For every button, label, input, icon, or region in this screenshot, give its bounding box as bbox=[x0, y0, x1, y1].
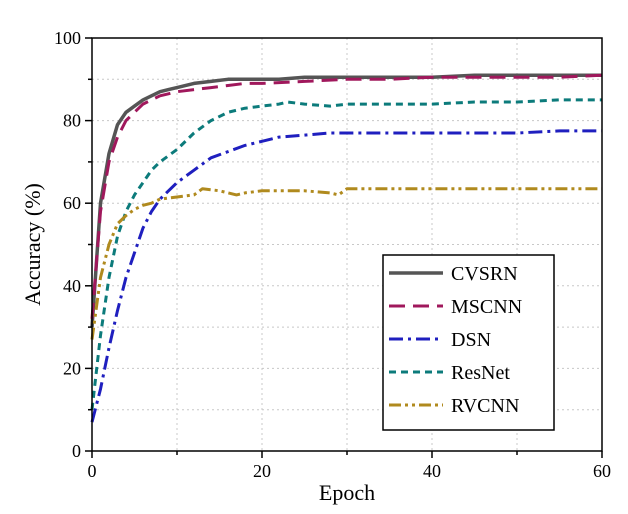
legend-label-resnet: ResNet bbox=[451, 362, 510, 384]
series-line-resnet bbox=[90, 98, 602, 410]
legend-label-cvsrn: CVSRN bbox=[451, 263, 518, 285]
x-tick-label: 0 bbox=[88, 461, 97, 481]
legend-label-mscnn: MSCNN bbox=[451, 296, 522, 318]
y-tick-label: 0 bbox=[72, 441, 81, 461]
legend-label-dsn: DSN bbox=[451, 329, 491, 351]
x-tick-label: 60 bbox=[593, 461, 611, 481]
legend-box bbox=[382, 254, 555, 431]
y-tick-label: 20 bbox=[63, 358, 81, 378]
axis-ticks: 0 20 40 60 0 20 40 60 80 100 bbox=[54, 28, 611, 481]
series-lines bbox=[90, 73, 603, 423]
x-tick-label: 20 bbox=[253, 461, 271, 481]
y-tick-label: 80 bbox=[63, 111, 81, 131]
y-axis-label: Accuracy (%) bbox=[20, 183, 45, 306]
legend: CVSRN MSCNN DSN ResNet RVCNN bbox=[382, 254, 555, 431]
y-tick-label: 40 bbox=[63, 276, 81, 296]
y-tick-label: 100 bbox=[54, 28, 81, 48]
legend-label-rvcnn: RVCNN bbox=[451, 395, 519, 417]
series-line-dsn bbox=[90, 129, 602, 423]
series-line-rvcnn bbox=[90, 187, 602, 340]
x-axis-label: Epoch bbox=[319, 480, 375, 505]
series-line-mscnn bbox=[90, 73, 603, 319]
y-tick-label: 60 bbox=[63, 193, 81, 213]
x-tick-label: 40 bbox=[423, 461, 441, 481]
